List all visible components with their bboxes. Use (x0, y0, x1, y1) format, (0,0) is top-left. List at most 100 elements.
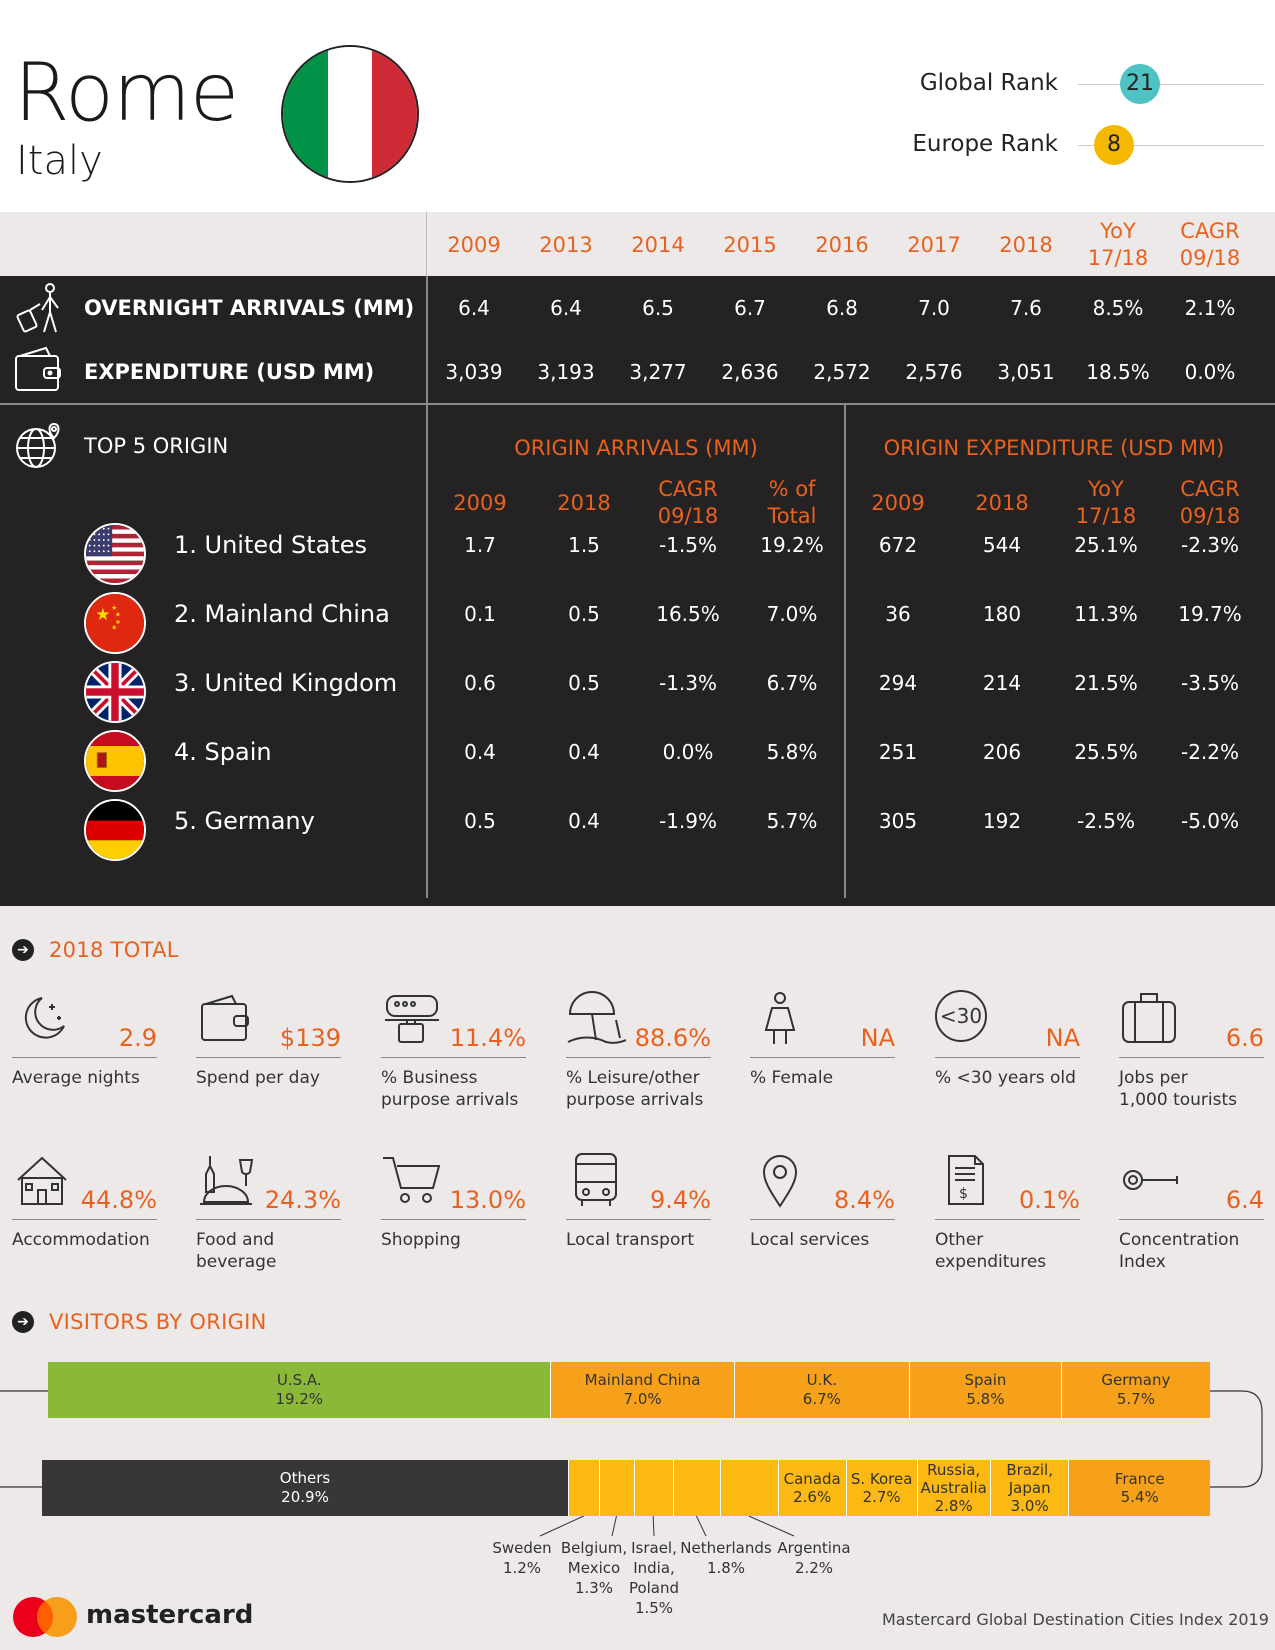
house-icon (12, 1152, 72, 1208)
totals-title: 2018 TOTAL (49, 938, 179, 962)
origin-divider-mid (844, 404, 846, 898)
segment-pct: 5.8% (966, 1390, 1005, 1408)
kpi-underline (935, 1219, 1080, 1220)
europe-rank-badge: 8 (1094, 125, 1134, 165)
segment-pct: 19.2% (275, 1390, 324, 1408)
receipt-dollar-icon: $ (935, 1152, 995, 1208)
callout-name-line: Israel, (631, 1539, 677, 1557)
origin-col-header-line: 2018 (557, 491, 611, 515)
callout-name-line: Belgium, (560, 1539, 628, 1557)
kpi-label: purpose arrivals (566, 1090, 704, 1110)
origin-cell: 206 (982, 740, 1022, 764)
origin-arrivals-col-header: % of Total (740, 476, 844, 530)
overview-cell: 6.4 (458, 296, 490, 320)
origin-cell: 251 (878, 740, 918, 764)
segment-name: Mainland China (584, 1371, 701, 1389)
us-flag-icon (84, 523, 146, 585)
visitors-small-segment (672, 1460, 720, 1516)
col-2014: 2014 (631, 233, 685, 257)
origin-cell: 214 (982, 671, 1022, 695)
under-30-icon: <30 (935, 990, 995, 1046)
origin-expenditure-col-header: 2018 (950, 490, 1054, 517)
segment-name-line2: Japan (1008, 1479, 1051, 1497)
mastercard-logo-icon (13, 1597, 77, 1637)
visitors-callout: Sweden 1.2% (472, 1538, 572, 1578)
col-2016: 2016 (815, 233, 869, 257)
callout-name-line: Poland (628, 1579, 680, 1597)
arrow-right-icon: ➔ (12, 1311, 34, 1333)
expenditure-label: EXPENDITURE (USD MM) (84, 360, 375, 384)
kpi-label: purpose arrivals (381, 1090, 519, 1110)
location-pin-icon (750, 1152, 810, 1208)
origin-arrivals-col-header: CAGR 09/18 (636, 476, 740, 530)
svg-text:★: ★ (115, 618, 121, 626)
origin-expenditure-col-header: CAGR 09/18 (1158, 476, 1262, 530)
footer-credit: Mastercard Global Destination Cities Ind… (882, 1610, 1269, 1629)
visitors-top-segment: Spain 5.8% (909, 1362, 1061, 1418)
visitors-top-segment: U.K. 6.7% (733, 1362, 910, 1418)
origin-cell: -3.5% (1180, 671, 1240, 695)
overview-cell: 2,636 (721, 360, 779, 384)
callout-name-line: Argentina (777, 1539, 851, 1557)
arrow-right-icon: ➔ (12, 939, 34, 961)
visitors-top-segment: Germany 5.7% (1060, 1362, 1210, 1418)
origin-cell: -5.0% (1180, 809, 1240, 833)
visitors-bottom-segment: France 5.4% (1068, 1460, 1210, 1516)
callout-pct: 1.8% (706, 1559, 746, 1577)
origin-cell: 5.7% (766, 809, 818, 833)
overview-cell: 6.7 (734, 296, 766, 320)
kpi-value: NA (1045, 1024, 1080, 1052)
kpi-label: Food and (196, 1230, 275, 1250)
city-name: Rome (14, 46, 239, 139)
country-name: Italy (16, 138, 103, 184)
food-bottle-glass-icon (196, 1152, 256, 1208)
kpi-value: 24.3% (264, 1186, 341, 1214)
europe-rank-label: Europe Rank (912, 131, 1058, 157)
germany-flag-icon (84, 799, 146, 861)
overview-cell: 3,193 (537, 360, 595, 384)
svg-text:$: $ (959, 1186, 968, 1202)
segment-pct: 2.6% (793, 1488, 832, 1506)
kpi-underline (566, 1057, 711, 1058)
suitcase-icon (1119, 990, 1179, 1046)
origin-cell: 25.5% (1074, 740, 1138, 764)
origin-cell: 305 (878, 809, 918, 833)
segment-pct: 5.7% (1116, 1390, 1155, 1408)
kpi-label: % Female (750, 1068, 834, 1088)
italy-flag-icon (281, 45, 419, 183)
segment-pct: 7.0% (623, 1390, 662, 1408)
overview-cell: 7.6 (1010, 296, 1042, 320)
origin-cell: 0.5 (568, 602, 600, 626)
origin-expenditure-title: ORIGIN EXPENDITURE (USD MM) (883, 436, 1225, 460)
origin-arrivals-col-header: 2009 (428, 490, 532, 517)
kpi-underline (12, 1057, 157, 1058)
origin-col-header-line: CAGR (658, 477, 718, 501)
col-2015: 2015 (723, 233, 777, 257)
origin-cell: 5.8% (766, 740, 818, 764)
svg-text:★: ★ (111, 624, 117, 632)
kpi-value: 88.6% (634, 1024, 711, 1052)
kpi-underline (566, 1219, 711, 1220)
kpi-label: 1,000 tourists (1119, 1090, 1238, 1110)
origin-cell: -2.3% (1180, 533, 1240, 557)
overview-cell: 2,572 (813, 360, 871, 384)
visitors-small-segment (719, 1460, 778, 1516)
segment-name: U.K. (806, 1371, 838, 1389)
origin-cell: -2.2% (1180, 740, 1240, 764)
visitors-callout: Israel, India, Poland 1.5% (604, 1538, 704, 1618)
visitors-top-segment: U.S.A. 19.2% (48, 1362, 551, 1418)
origin-cell: 0.1 (464, 602, 496, 626)
top5-origin-title: TOP 5 ORIGIN (84, 434, 229, 458)
overview-cell: 3,051 (997, 360, 1055, 384)
key-icon (1119, 1152, 1179, 1208)
origin-divider-left (426, 404, 428, 898)
callout-pct: 1.3% (574, 1579, 614, 1597)
segment-pct: 6.7% (802, 1390, 841, 1408)
segment-name: Others (279, 1469, 331, 1487)
visitors-top-segment: Mainland China 7.0% (550, 1362, 734, 1418)
visitors-connector-lines (0, 1390, 1263, 1488)
col-cagr-line1: CAGR (1180, 219, 1240, 243)
kpi-label: Index (1119, 1252, 1166, 1272)
kpi-value: 11.4% (449, 1024, 526, 1052)
kpi-label: Concentration (1119, 1230, 1240, 1250)
